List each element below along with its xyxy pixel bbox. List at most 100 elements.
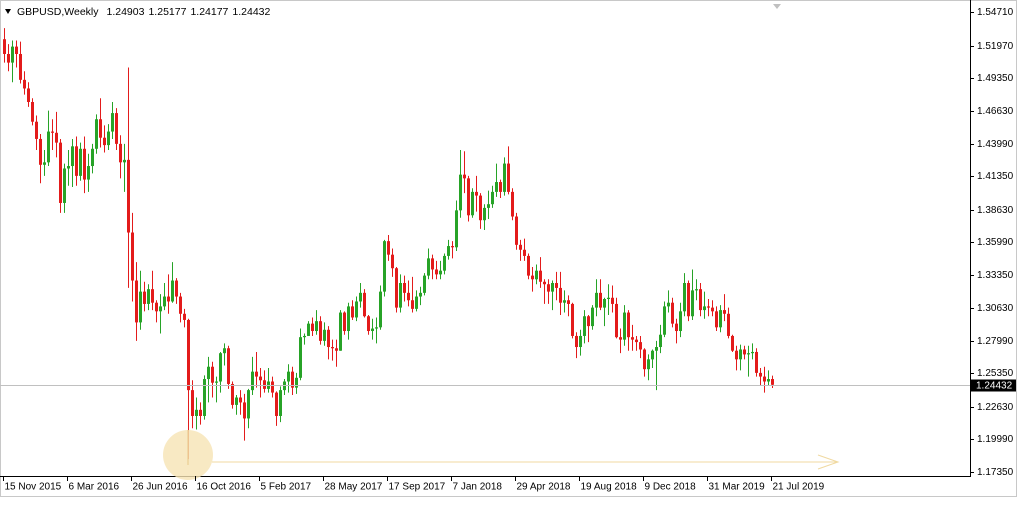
candle-body bbox=[371, 328, 374, 332]
x-tick-label: 15 Nov 2015 bbox=[5, 482, 62, 493]
candle-body bbox=[739, 349, 742, 360]
candle-body bbox=[683, 283, 686, 312]
candle-body bbox=[247, 390, 250, 419]
candle-body bbox=[523, 249, 526, 256]
y-tick-label: 1.43990 bbox=[977, 139, 1014, 150]
candle-body bbox=[603, 299, 606, 308]
candle-body bbox=[491, 191, 494, 205]
last-price-label: 1.24432 bbox=[976, 381, 1013, 392]
y-tick-label: 1.54710 bbox=[977, 7, 1014, 18]
candle-body bbox=[35, 121, 38, 139]
candle-body bbox=[427, 258, 430, 276]
y-tick-label: 1.38630 bbox=[977, 205, 1014, 216]
y-tick-label: 1.49350 bbox=[977, 73, 1014, 84]
candle-body bbox=[575, 335, 578, 348]
candle-body bbox=[671, 302, 674, 324]
candle-body bbox=[515, 216, 518, 245]
x-tick-label: 5 Feb 2017 bbox=[261, 482, 312, 493]
candle-body bbox=[503, 163, 506, 192]
candle-body bbox=[319, 321, 322, 341]
candle-body bbox=[535, 270, 538, 280]
shift-marker bbox=[773, 4, 781, 9]
candle-body bbox=[655, 347, 658, 351]
candle-body bbox=[387, 241, 390, 255]
candle-body bbox=[471, 191, 474, 216]
x-tick-label: 31 Mar 2019 bbox=[709, 482, 766, 493]
candle-body bbox=[407, 292, 410, 301]
candle-body bbox=[203, 379, 206, 416]
candle-body bbox=[11, 46, 14, 63]
candle-body bbox=[635, 339, 638, 343]
candle-body bbox=[547, 284, 550, 292]
candle-body bbox=[71, 146, 74, 167]
header: GBPUSD,Weekly 1.24903 1.25177 1.24177 1.2443… bbox=[17, 6, 271, 18]
y-tick-label: 1.17350 bbox=[977, 467, 1014, 478]
candle-body bbox=[531, 275, 534, 280]
candle-body bbox=[751, 351, 754, 354]
candle-body bbox=[667, 302, 670, 307]
candle-body bbox=[295, 377, 298, 388]
candle-body bbox=[707, 306, 710, 308]
candle-body bbox=[23, 79, 26, 89]
candle-body bbox=[431, 258, 434, 270]
y-tick-label: 1.33350 bbox=[977, 270, 1014, 281]
candle-body bbox=[583, 316, 586, 336]
candle-body bbox=[359, 292, 362, 302]
candle-body bbox=[239, 397, 242, 403]
candle-body bbox=[139, 291, 142, 323]
candle-body bbox=[83, 148, 86, 180]
candle-body bbox=[643, 349, 646, 370]
candle-body bbox=[347, 306, 350, 332]
candle-body bbox=[339, 312, 342, 351]
candle-body bbox=[567, 300, 570, 304]
candle-body bbox=[487, 204, 490, 208]
candle-body bbox=[719, 310, 722, 328]
candle-body bbox=[475, 191, 478, 196]
candle-body bbox=[303, 335, 306, 338]
x-tick-label: 26 Jun 2016 bbox=[133, 482, 188, 493]
candle-body bbox=[375, 327, 378, 329]
candle-body bbox=[419, 292, 422, 297]
high-value: 1.25177 bbox=[148, 6, 186, 18]
candle-body bbox=[279, 390, 282, 416]
x-tick-label: 21 Jul 2019 bbox=[773, 482, 825, 493]
candle-body bbox=[195, 409, 198, 416]
candle-body bbox=[119, 143, 122, 163]
x-tick-label: 17 Sep 2017 bbox=[389, 482, 446, 493]
candle-body bbox=[723, 310, 726, 314]
y-tick-label: 1.25350 bbox=[977, 368, 1014, 379]
candle-body bbox=[727, 313, 730, 336]
candle-body bbox=[3, 39, 6, 54]
candle-body bbox=[599, 292, 602, 308]
candle-body bbox=[251, 371, 254, 391]
candle-body bbox=[183, 313, 186, 320]
candle-body bbox=[219, 353, 222, 382]
candle-body bbox=[75, 146, 78, 176]
candle-body bbox=[755, 351, 758, 373]
candle-body bbox=[199, 409, 202, 416]
x-tick-label: 6 Mar 2016 bbox=[69, 482, 120, 493]
candle-body bbox=[759, 372, 762, 377]
x-tick-label: 9 Dec 2018 bbox=[645, 482, 697, 493]
candle-body bbox=[543, 281, 546, 285]
candle-body bbox=[259, 376, 262, 381]
candle-body bbox=[351, 306, 354, 318]
candle-body bbox=[691, 290, 694, 317]
candle-body bbox=[591, 307, 594, 327]
candle-body bbox=[439, 270, 442, 275]
candle-body bbox=[511, 191, 514, 217]
candle-body bbox=[663, 306, 666, 335]
candle-body bbox=[243, 402, 246, 419]
candle-body bbox=[291, 371, 294, 388]
candle-body bbox=[507, 163, 510, 192]
candle-body bbox=[715, 311, 718, 328]
candle-body bbox=[435, 269, 438, 275]
x-tick-label: 7 Jan 2018 bbox=[453, 482, 503, 493]
candle-body bbox=[355, 301, 358, 318]
candle-body bbox=[95, 119, 98, 149]
candle-body bbox=[459, 174, 462, 211]
menu-triangle bbox=[5, 9, 11, 14]
candle-body bbox=[171, 280, 174, 302]
candle-body bbox=[447, 246, 450, 256]
candle-body bbox=[63, 168, 66, 203]
